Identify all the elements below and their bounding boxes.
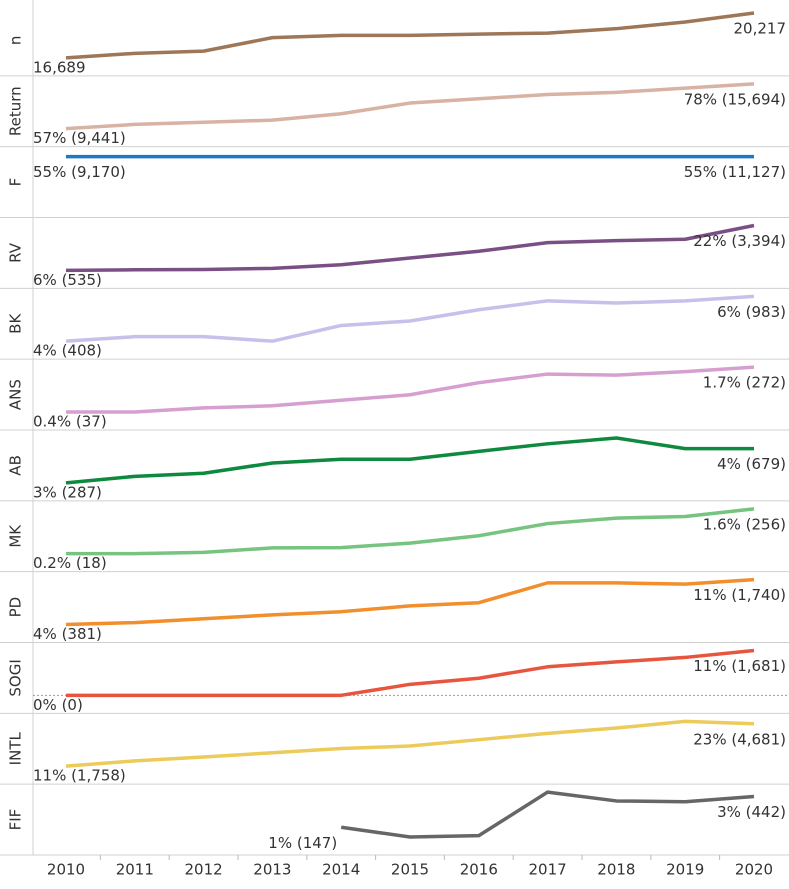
x-tick-label: 2014 <box>322 861 360 879</box>
series-line <box>65 719 755 768</box>
series-line <box>66 507 755 556</box>
series-line <box>340 790 755 839</box>
x-tick-label: 2017 <box>529 861 567 879</box>
data-label: 11% (1,740) <box>693 586 786 604</box>
data-label: 0% (0) <box>33 696 83 714</box>
data-label: 6% (535) <box>33 271 102 289</box>
data-label: 11% (1,758) <box>33 767 126 785</box>
row-label: F <box>7 178 25 187</box>
x-tick-label: 2020 <box>735 861 773 879</box>
data-label: 4% (408) <box>33 342 102 360</box>
x-tick-label: 2019 <box>666 861 704 879</box>
x-tick-label: 2013 <box>253 861 291 879</box>
x-tick-label: 2011 <box>116 861 154 879</box>
data-label: 4% (679) <box>717 455 786 473</box>
series-line <box>65 436 754 485</box>
x-tick-label: 2012 <box>185 861 223 879</box>
x-tick-label: 2010 <box>47 861 85 879</box>
row-label: ANS <box>7 379 25 410</box>
series-line <box>65 82 755 131</box>
data-label: 11% (1,681) <box>693 657 786 675</box>
x-tick-label: 2015 <box>391 861 429 879</box>
data-label: 6% (983) <box>717 303 786 321</box>
row-label: Return <box>7 86 25 136</box>
data-label: 0.2% (18) <box>33 554 107 572</box>
series-line <box>66 365 755 414</box>
row-label: INTL <box>7 732 25 766</box>
row-label: BK <box>7 313 25 334</box>
data-label: 20,217 <box>734 20 787 38</box>
data-label: 57% (9,441) <box>33 129 126 147</box>
row-label: SOGI <box>7 659 25 696</box>
data-label: 4% (381) <box>33 625 102 643</box>
series-line <box>65 223 755 273</box>
data-label: 1% (147) <box>268 834 337 852</box>
data-label: 1.6% (256) <box>703 515 786 533</box>
series-line <box>65 11 755 60</box>
x-tick-label: 2016 <box>460 861 498 879</box>
row-label: n <box>7 36 25 46</box>
row-label: MK <box>7 524 25 548</box>
data-label: 3% (287) <box>33 483 102 501</box>
row-label: PD <box>7 597 25 618</box>
data-label: 3% (442) <box>717 803 786 821</box>
data-label: 1.7% (272) <box>703 374 786 392</box>
row-label: FIF <box>7 809 25 831</box>
row-label: RV <box>7 242 25 263</box>
series-line <box>66 648 755 698</box>
data-label: 55% (9,170) <box>33 163 126 181</box>
data-label: 23% (4,681) <box>693 730 786 748</box>
series-line <box>65 577 755 627</box>
series-line <box>65 294 755 343</box>
data-label: 16,689 <box>33 58 86 76</box>
data-label: 78% (15,694) <box>684 90 786 108</box>
data-label: 22% (3,394) <box>693 232 786 250</box>
data-label: 0.4% (37) <box>33 413 107 431</box>
data-label: 55% (11,127) <box>684 163 786 181</box>
row-label: AB <box>7 455 25 476</box>
x-tick-label: 2018 <box>597 861 635 879</box>
